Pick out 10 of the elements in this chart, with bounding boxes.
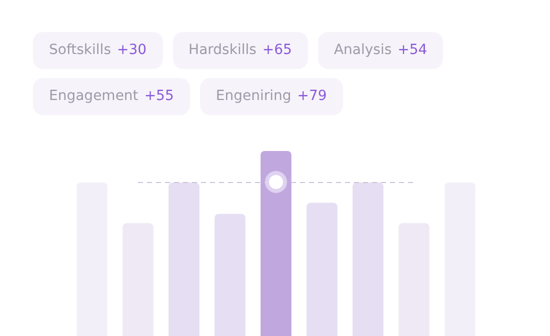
bar: [168, 182, 200, 336]
text: Softskills +30: [49, 42, 147, 58]
text: Analysis +54: [334, 42, 428, 58]
text: Engeniring +79: [216, 88, 327, 104]
bar: [214, 214, 246, 336]
bar: [306, 202, 338, 336]
text: Hardskills +65: [188, 42, 292, 58]
text: Engagement +55: [49, 88, 174, 104]
bar: [260, 151, 292, 336]
bar: [352, 182, 384, 336]
